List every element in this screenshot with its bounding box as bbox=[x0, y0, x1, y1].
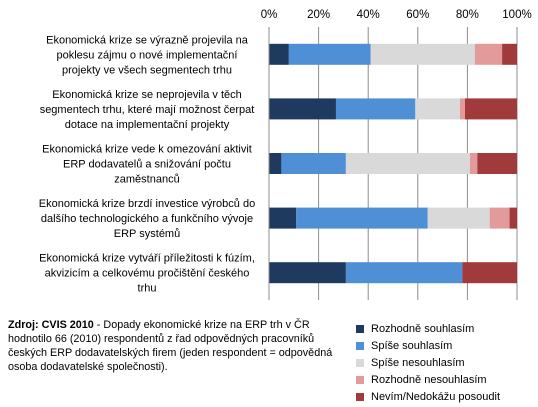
bar-segment bbox=[427, 207, 490, 229]
source-label: Zdroj: CVIS 2010 bbox=[8, 319, 94, 331]
legend-item: Rozhodně nesouhlasím bbox=[356, 371, 536, 388]
bar-segment bbox=[269, 153, 282, 174]
bar-segment bbox=[269, 262, 346, 284]
category-label: Ekonomická krize se neprojevila v těch se… bbox=[40, 89, 255, 131]
legend-label: Rozhodně nesouhlasím bbox=[371, 373, 487, 386]
legend-item: Spíše souhlasím bbox=[356, 337, 536, 354]
legend-label: Rozhodně souhlasím bbox=[371, 322, 475, 335]
bar-segment bbox=[509, 207, 517, 229]
legend-swatch bbox=[356, 375, 364, 384]
source-text: - Dopady ekonomické krize na ERP trh v Č… bbox=[8, 319, 333, 373]
x-tick-label: 80% bbox=[456, 9, 479, 21]
x-tick-label: 0% bbox=[261, 9, 278, 21]
bar-segment bbox=[345, 262, 463, 284]
category-label: Ekonomická krize vede k omezování aktivi… bbox=[42, 144, 252, 186]
bar-segment bbox=[489, 207, 510, 229]
bar-segment bbox=[462, 262, 517, 284]
stacked-bar-chart: 0% 20% 40% 60% 80% 100% Ekonomická krize se vý… bbox=[39, 9, 532, 300]
bar-segment bbox=[469, 153, 478, 174]
bar-segment bbox=[296, 207, 428, 229]
category-label: Ekonomická krize brzdí investice výrobců… bbox=[39, 198, 255, 240]
x-tick-label: 100% bbox=[502, 9, 531, 21]
legend-swatch bbox=[356, 392, 364, 401]
legend-item: Rozhodně souhlasím bbox=[356, 320, 536, 337]
source-note: Zdroj: CVIS 2010 - Dopady ekonomické kri… bbox=[8, 318, 344, 374]
legend-swatch bbox=[356, 358, 364, 367]
x-tick-label: 20% bbox=[307, 9, 330, 21]
legend-swatch bbox=[356, 341, 364, 350]
category-label: Ekonomická krize vytváří příležitosti k … bbox=[39, 253, 255, 295]
bar-segment bbox=[269, 98, 336, 120]
x-tick-label: 60% bbox=[406, 9, 429, 21]
category-label: Ekonomická krize se výrazně projevila na… bbox=[46, 34, 249, 76]
legend-item: Spíše nesouhlasím bbox=[356, 354, 536, 371]
bar-segment bbox=[502, 43, 517, 65]
bar-segment bbox=[269, 207, 297, 229]
bar-segment bbox=[281, 153, 346, 174]
bar-segment bbox=[459, 98, 465, 120]
x-tick-label: 40% bbox=[357, 9, 380, 21]
bar-segment bbox=[269, 43, 289, 65]
legend-item: Nevím/Nedokážu posoudit bbox=[356, 388, 536, 405]
bar-segment bbox=[477, 153, 517, 174]
bar-segment bbox=[474, 43, 503, 65]
bar-segment bbox=[345, 153, 470, 174]
legend-label: Spíše souhlasím bbox=[371, 339, 453, 352]
legend-label: Nevím/Nedokážu posoudit bbox=[371, 390, 501, 403]
bar-segment bbox=[288, 43, 371, 65]
bar-segment bbox=[370, 43, 475, 65]
bar-segment bbox=[415, 98, 460, 120]
legend-swatch bbox=[356, 324, 364, 333]
bar-segment bbox=[464, 98, 517, 120]
legend: Rozhodně souhlasím Spíše souhlasím Spíše n… bbox=[356, 320, 536, 405]
bar-segment bbox=[335, 98, 416, 120]
legend-label: Spíše nesouhlasím bbox=[371, 356, 465, 369]
